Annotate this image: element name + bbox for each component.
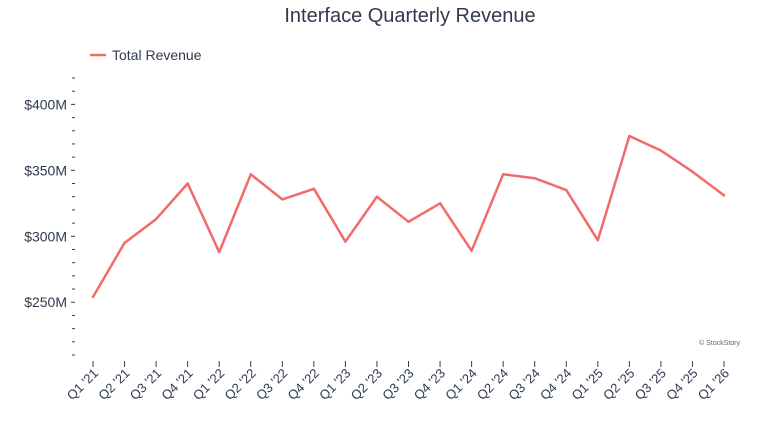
x-tick-label: Q3 '22: [253, 366, 290, 403]
x-tick-label: Q2 '21: [95, 366, 132, 403]
x-tick-label: Q2 '24: [474, 366, 511, 403]
data-point: [186, 182, 189, 185]
data-point: [501, 173, 505, 176]
y-tick-label: $350M: [24, 162, 67, 178]
data-point: [123, 241, 126, 245]
data-point: [565, 188, 568, 192]
series-line-total-revenue: [91, 134, 726, 299]
data-point: [312, 187, 316, 190]
data-point: [249, 173, 252, 176]
x-tick-label: Q2 '25: [600, 366, 637, 403]
data-point: [533, 177, 536, 180]
x-tick-label: Q3 '21: [127, 366, 164, 403]
x-tick-label: Q1 '23: [316, 366, 353, 403]
x-tick-label: Q1 '26: [695, 366, 732, 403]
data-point: [281, 198, 284, 201]
x-tick-label: Q1 '22: [190, 366, 227, 403]
data-point: [470, 249, 473, 252]
x-tick-label: Q2 '22: [221, 366, 258, 403]
plot-area: [91, 134, 726, 299]
x-tick-label: Q1 '24: [442, 366, 479, 403]
x-tick-label: Q3 '24: [505, 366, 542, 403]
x-tick-label: Q4 '22: [285, 366, 322, 403]
data-point: [91, 295, 95, 299]
data-point: [722, 194, 726, 197]
data-point: [628, 134, 631, 138]
x-tick-label: Q3 '23: [379, 366, 416, 403]
legend-label-total-revenue: Total Revenue: [112, 47, 202, 63]
data-point: [438, 202, 442, 205]
x-tick-label: Q1 '25: [569, 366, 606, 403]
data-point: [344, 240, 347, 243]
data-point: [596, 239, 599, 242]
data-point: [154, 217, 158, 221]
data-point: [659, 149, 663, 152]
data-point: [218, 250, 221, 254]
data-point: [407, 220, 410, 223]
x-tick-label: Q4 '25: [663, 366, 700, 403]
credit-text: © StockStory: [699, 339, 740, 347]
x-tick-label: Q2 '23: [348, 366, 385, 403]
x-tick-label: Q4 '23: [411, 366, 448, 403]
y-tick-label: $400M: [24, 96, 67, 112]
legend: Total Revenue: [90, 47, 202, 63]
y-axis: $250M $300M $350M $400M: [24, 77, 75, 356]
x-tick-label: Q3 '25: [632, 366, 669, 403]
chart-title: Interface Quarterly Revenue: [284, 5, 535, 27]
x-tick-label: Q4 '24: [537, 366, 574, 403]
x-tick-label: Q4 '21: [158, 366, 195, 403]
y-tick-label: $250M: [24, 294, 67, 310]
data-point: [691, 170, 694, 173]
x-tick-label: Q1 '21: [64, 366, 101, 403]
data-point: [375, 195, 379, 198]
y-tick-label: $300M: [24, 228, 67, 244]
